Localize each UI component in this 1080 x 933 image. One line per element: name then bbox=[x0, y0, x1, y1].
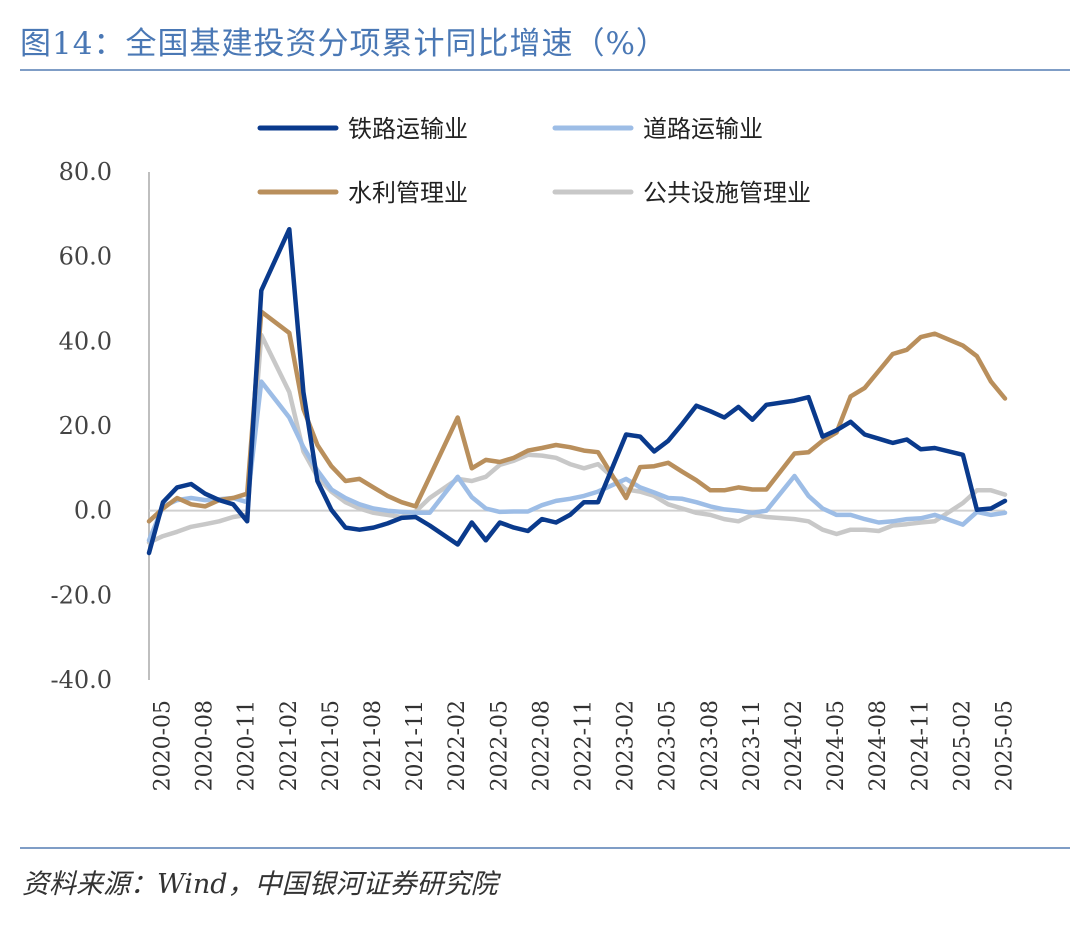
x-tick-label: 2024-08 bbox=[866, 700, 891, 791]
x-tick-label: 2023-11 bbox=[740, 700, 765, 791]
series-layer bbox=[146, 226, 1008, 556]
x-tick-label: 2020-08 bbox=[193, 700, 218, 791]
y-tick-label: -40.0 bbox=[50, 666, 112, 694]
legend-label: 公共设施管理业 bbox=[643, 179, 811, 207]
y-tick-label: 80.0 bbox=[59, 158, 112, 186]
series-line-4 bbox=[146, 332, 1008, 545]
y-tick-label: 20.0 bbox=[59, 412, 112, 440]
x-tick-label: 2022-02 bbox=[445, 700, 470, 791]
x-tick-label: 2021-11 bbox=[403, 700, 428, 791]
line-chart: 80.060.040.020.00.0-20.0-40.0 2020-05 202… bbox=[50, 115, 1018, 791]
x-tick-label: 2023-08 bbox=[698, 700, 723, 791]
series-line-3 bbox=[146, 309, 1008, 524]
footer-divider bbox=[20, 847, 1070, 849]
x-tick-label: 2021-08 bbox=[361, 700, 386, 791]
x-tick-label: 2025-02 bbox=[950, 700, 975, 791]
legend-label: 铁路运输业 bbox=[348, 115, 468, 143]
x-tick-label: 2022-08 bbox=[529, 700, 554, 791]
title-divider bbox=[20, 69, 1070, 71]
x-tick-label: 2025-05 bbox=[993, 700, 1018, 791]
series-line-1 bbox=[146, 226, 1008, 556]
y-tick-label: 0.0 bbox=[74, 497, 112, 525]
x-tick-label: 2021-05 bbox=[319, 700, 344, 791]
x-tick-label: 2024-05 bbox=[824, 700, 849, 791]
series-line-2 bbox=[146, 379, 1008, 543]
legend-label: 水利管理业 bbox=[348, 179, 468, 207]
y-tick-label: -20.0 bbox=[50, 581, 112, 609]
x-tick-label: 2024-02 bbox=[782, 700, 807, 791]
chart-title: 图14：全国基建投资分项累计同比增速（%） bbox=[20, 26, 668, 62]
y-axis: 80.0 60.0 40.0 20.0 0.0 -20.0 -40.0 bbox=[50, 158, 150, 694]
source-note: 资料来源：Wind，中国银河证券研究院 bbox=[22, 869, 498, 900]
x-tick-label: 2022-11 bbox=[572, 700, 597, 791]
y-tick-label: 60.0 bbox=[59, 243, 112, 271]
x-tick-label: 2022-05 bbox=[487, 700, 512, 791]
x-tick-label: 2020-05 bbox=[151, 700, 176, 791]
x-tick-label: 2021-02 bbox=[277, 700, 302, 791]
x-tick-label: 2024-11 bbox=[908, 700, 933, 791]
x-tick-label: 2023-02 bbox=[614, 700, 639, 791]
x-tick-label: 2023-05 bbox=[656, 700, 681, 791]
x-axis: 2020-05 2020-08 2020-11 2021-02 2021-05 2021-… bbox=[149, 509, 1018, 791]
x-tick-label: 2020-11 bbox=[235, 700, 260, 791]
legend-label: 道路运输业 bbox=[643, 115, 763, 143]
y-tick-label: 40.0 bbox=[59, 327, 112, 355]
